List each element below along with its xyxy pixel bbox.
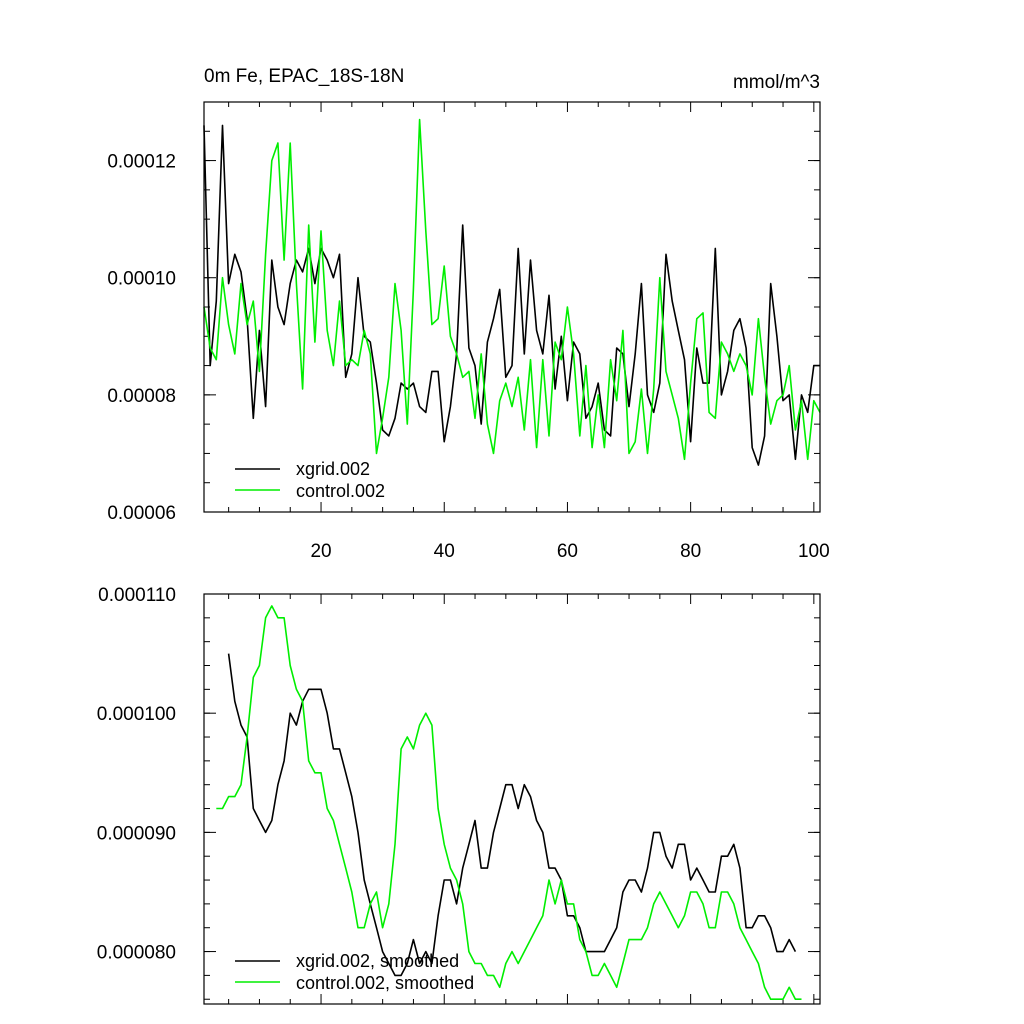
- top-legend: xgrid.002 control.002: [235, 459, 385, 501]
- top-tick-labels: 20 40 60 80 100 0.00006 0.00008 0.00010 0.00012: [107, 152, 829, 562]
- top-plot-frame: [203, 101, 821, 513]
- units-label: mmol/m^3: [733, 72, 820, 93]
- legend-label-control: control.002: [296, 481, 385, 501]
- series-line-xgrid: [203, 124, 820, 466]
- x-tick-label: 100: [798, 541, 830, 562]
- y-tick-label: 0.00008: [107, 386, 176, 407]
- bottom-tick-labels: 0.000080 0.000090 0.000100 0.000110: [97, 585, 176, 964]
- y-tick-label: 0.00006: [107, 503, 176, 524]
- y-tick-label: 0.00010: [107, 269, 176, 290]
- top-chart-panel: 0m Fe, EPAC_18S-18N mmol/m^3 20 40 60 80 100…: [107, 66, 829, 562]
- bottom-chart-panel: 0.000080 0.000090 0.000100 0.000110 xgrid.0…: [97, 585, 821, 1005]
- bottom-axis-ticks: [204, 593, 820, 1004]
- legend-label-xgrid: xgrid.002: [296, 459, 370, 479]
- top-axis-ticks: [204, 101, 820, 513]
- top-series-lines: [203, 118, 821, 466]
- y-tick-label: 0.000080: [97, 943, 176, 964]
- series-line-xgrid: [227, 653, 797, 977]
- y-tick-label: 0.000090: [97, 823, 176, 844]
- x-tick-label: 20: [310, 541, 331, 562]
- chart-title: 0m Fe, EPAC_18S-18N: [204, 66, 404, 87]
- legend-label-control-smoothed: control.002, smoothed: [296, 973, 474, 993]
- y-tick-label: 0.00012: [107, 152, 176, 173]
- legend-label-xgrid-smoothed: xgrid.002, smoothed: [296, 951, 459, 971]
- x-tick-label: 80: [680, 541, 701, 562]
- series-line-control: [216, 605, 802, 1001]
- bottom-plot-frame: [203, 593, 821, 1005]
- series-line-control: [203, 118, 821, 461]
- y-tick-label: 0.000110: [98, 585, 176, 606]
- bottom-legend: xgrid.002, smoothed control.002, smoothe…: [235, 951, 474, 993]
- y-tick-label: 0.000100: [97, 704, 176, 725]
- x-tick-label: 60: [557, 541, 578, 562]
- bottom-series-lines: [216, 605, 802, 1001]
- x-tick-label: 40: [434, 541, 455, 562]
